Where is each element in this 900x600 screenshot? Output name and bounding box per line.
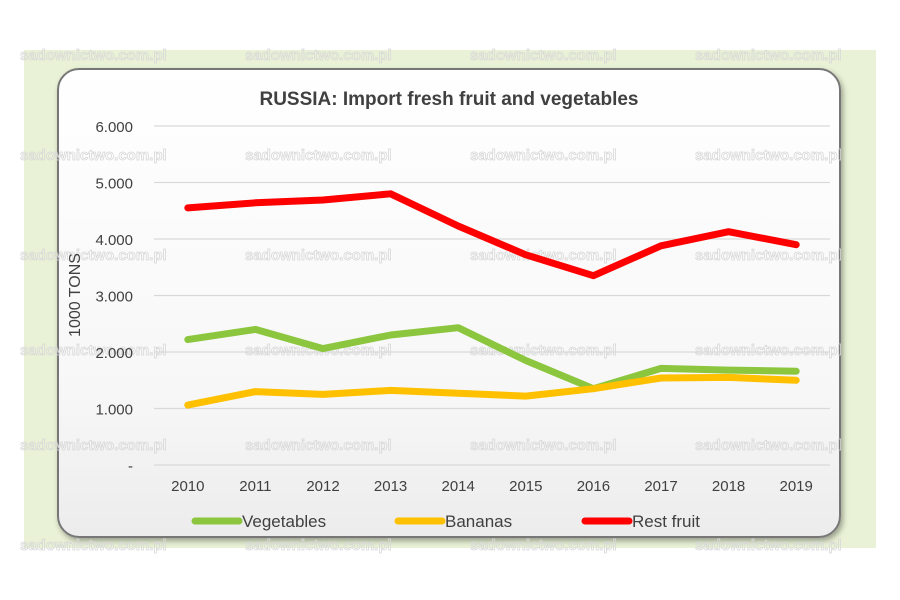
watermark-text: sadownictwo.com.pl [470,537,617,554]
x-tick-label: 2016 [577,478,610,495]
watermark-text: sadownictwo.com.pl [470,147,617,164]
legend-item-rest-fruit: Rest fruit [581,512,700,531]
x-tick-label: 2013 [374,478,407,495]
legend-item-bananas: Bananas [394,512,512,531]
series-line-bananas [184,373,800,409]
x-tick-label: 2017 [644,478,677,495]
y-tick-label: 2.000 [95,345,133,362]
y-tick-label: 6.000 [95,119,133,136]
watermark-text: sadownictwo.com.pl [20,147,167,164]
series-line-vegetables [184,324,800,393]
series-line-rest-fruit [184,190,800,280]
y-tick-labels: - 1.000 2.000 3.000 4.000 5.000 6.000 [95,119,133,475]
watermark-text: sadownictwo.com.pl [20,47,167,64]
watermark-text: sadownictwo.com.pl [470,437,617,454]
watermark-text: sadownictwo.com.pl [695,47,842,64]
legend: Vegetables Bananas Rest fruit [191,512,700,531]
legend-label: Rest fruit [632,512,700,531]
watermark-text: sadownictwo.com.pl [245,47,392,64]
watermark-text: sadownictwo.com.pl [695,537,842,554]
watermark-text: sadownictwo.com.pl [20,437,167,454]
y-tick-label: 3.000 [95,289,133,306]
x-tick-label: 2010 [171,478,204,495]
watermark-text: sadownictwo.com.pl [695,247,842,264]
watermark-text: sadownictwo.com.pl [245,147,392,164]
watermark-text: sadownictwo.com.pl [695,147,842,164]
x-tick-label: 2014 [442,478,475,495]
y-tick-label: 1.000 [95,402,133,419]
watermark-text: sadownictwo.com.pl [695,342,842,359]
chart-title: RUSSIA: Import fresh fruit and vegetable… [259,89,638,110]
y-tick-label: 5.000 [95,176,133,193]
watermark-text: sadownictwo.com.pl [20,537,167,554]
series-lines [184,190,800,409]
x-tick-labels: 2010 2011 2012 2013 2014 2015 2016 2017 2018 2019 [171,478,813,495]
x-tick-label: 2015 [509,478,542,495]
legend-item-vegetables: Vegetables [191,512,326,531]
legend-label: Vegetables [242,512,326,531]
watermark-text: sadownictwo.com.pl [20,247,167,264]
watermark-text: sadownictwo.com.pl [245,437,392,454]
x-tick-label: 2012 [306,478,339,495]
legend-label: Bananas [445,512,512,531]
y-tick-label: 4.000 [95,232,133,249]
y-tick-label: - [128,458,133,475]
watermark-text: sadownictwo.com.pl [470,247,617,264]
watermark-text: sadownictwo.com.pl [695,437,842,454]
x-tick-label: 2019 [780,478,813,495]
watermark-text: sadownictwo.com.pl [245,537,392,554]
watermark-text: sadownictwo.com.pl [470,47,617,64]
watermark-text: sadownictwo.com.pl [245,247,392,264]
x-tick-label: 2018 [712,478,745,495]
watermark-text: sadownictwo.com.pl [20,342,167,359]
watermark-layer: sadownictwo.com.pl sadownictwo.com.pl sado… [20,47,842,555]
y-axis-label: 1000 TONS [67,253,84,337]
x-tick-label: 2011 [239,478,271,495]
chart-card [57,68,841,538]
grid-lines [154,125,830,466]
